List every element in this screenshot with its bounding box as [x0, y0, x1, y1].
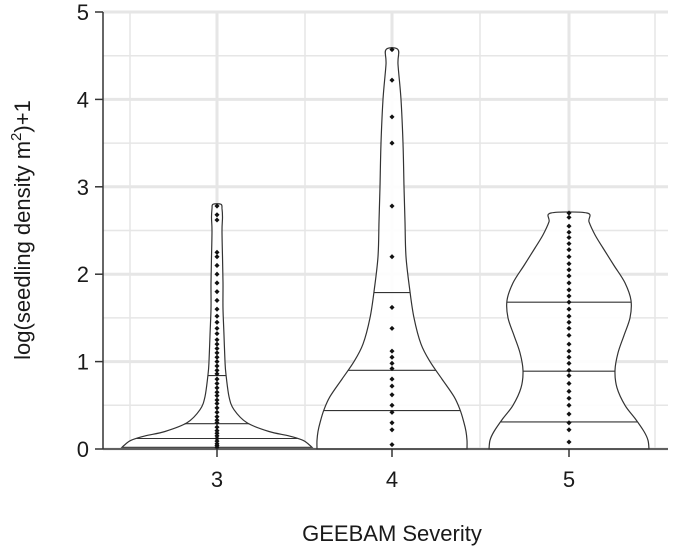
data-point [214, 380, 220, 386]
data-point [214, 393, 220, 399]
data-point [214, 325, 220, 331]
data-point [389, 392, 395, 398]
x-tick-label: 4 [386, 467, 398, 492]
data-point [214, 441, 220, 447]
data-point [389, 442, 395, 448]
data-point [214, 331, 220, 337]
data-point [566, 267, 572, 273]
data-point [214, 414, 220, 420]
data-point [214, 337, 220, 343]
data-point [389, 402, 395, 408]
y-tick-label: 1 [77, 350, 89, 375]
data-point [214, 350, 220, 356]
data-point [214, 397, 220, 403]
data-point [214, 401, 220, 407]
data-point [566, 348, 572, 354]
data-point [566, 341, 572, 347]
data-point [389, 360, 395, 366]
data-point [214, 417, 220, 423]
data-point [214, 271, 220, 277]
data-point [214, 359, 220, 365]
violin-group-3 [120, 203, 314, 450]
y-tick-label: 5 [77, 0, 89, 25]
data-point [214, 435, 220, 442]
data-point [566, 402, 572, 408]
data-point [214, 306, 220, 312]
data-point [566, 293, 572, 299]
y-axis-title: log(seedling density m2)+1 [8, 100, 35, 360]
data-point [214, 385, 220, 391]
data-point [389, 409, 395, 415]
data-point [214, 345, 220, 352]
data-point [214, 371, 220, 377]
data-point [389, 383, 395, 389]
data-point [214, 389, 220, 395]
data-point [214, 438, 220, 444]
data-point [214, 313, 220, 319]
data-point [389, 140, 395, 146]
data-point [214, 319, 220, 325]
axis-layer [102, 12, 668, 450]
data-point [389, 420, 395, 426]
data-point [389, 354, 395, 360]
violin-layer [120, 47, 650, 450]
data-point [566, 273, 572, 279]
data-point [214, 289, 220, 295]
x-axis-title: GEEBAM Severity [302, 521, 482, 546]
data-point [566, 420, 572, 426]
data-point [214, 424, 220, 430]
data-point [214, 217, 220, 223]
y-axis-title-superscript: 2 [8, 133, 25, 141]
data-point [214, 262, 220, 269]
data-point [566, 280, 572, 286]
data-point [566, 360, 572, 366]
data-point [389, 366, 395, 372]
data-point [214, 354, 220, 360]
data-point [389, 325, 395, 331]
violin-group-4 [316, 47, 468, 450]
x-tick-label: 5 [563, 467, 575, 492]
data-point [214, 203, 220, 209]
y-tick-label: 0 [77, 437, 89, 462]
data-point [214, 367, 220, 373]
y-tick-label: 4 [77, 87, 89, 112]
data-point [566, 367, 572, 373]
tick-layer: 0 1 2 3 4 5 3 4 5 [77, 0, 575, 492]
data-point [214, 430, 220, 436]
data-point [214, 212, 220, 218]
data-point [214, 280, 220, 286]
x-tick-label: 3 [211, 467, 223, 492]
violin-group-5 [488, 210, 650, 450]
data-point [389, 304, 395, 310]
data-point [214, 249, 220, 255]
data-point [389, 427, 395, 433]
y-axis-title-main: log(seedling density m [10, 141, 35, 360]
data-point [389, 376, 395, 382]
data-point [214, 363, 220, 369]
data-point [214, 376, 220, 382]
data-point [389, 203, 395, 209]
y-tick-label: 2 [77, 262, 89, 287]
data-point [214, 433, 220, 439]
violin-body [316, 47, 468, 450]
violin-body [120, 203, 314, 448]
y-axis-title-tail: )+1 [10, 100, 35, 132]
data-point [566, 319, 572, 325]
data-point [566, 439, 572, 445]
data-point [214, 297, 220, 303]
data-point [389, 348, 395, 354]
y-tick-label: 3 [77, 175, 89, 200]
data-point [214, 405, 220, 411]
data-point [214, 428, 220, 434]
data-point [566, 299, 572, 305]
data-point [214, 341, 220, 347]
data-point [214, 420, 220, 426]
data-point [566, 325, 572, 331]
data-point [214, 409, 220, 415]
